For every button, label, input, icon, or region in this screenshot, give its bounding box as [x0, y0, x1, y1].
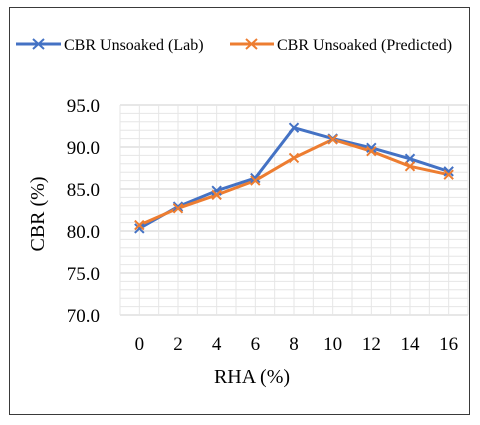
y-tick-label: 80.0 [67, 222, 100, 243]
data-point-marker [134, 223, 145, 234]
y-tick-label: 70.0 [67, 306, 100, 327]
chart-frame [9, 7, 470, 415]
legend-marker-predicted [245, 38, 258, 50]
y-tick-label: 90.0 [67, 138, 100, 159]
data-point-marker [172, 201, 184, 212]
y-tick-label: 75.0 [67, 264, 100, 285]
legend-label-lab: CBR Unsoaked (Lab) [64, 37, 204, 54]
data-point-marker [366, 145, 377, 157]
y-axis-title: CBR (%) [27, 177, 49, 252]
y-tick-label: 95.0 [67, 96, 100, 117]
data-point-marker [404, 153, 416, 164]
data-point-marker [288, 122, 300, 133]
x-tick-label: 6 [251, 334, 261, 355]
data-point-marker [134, 219, 145, 231]
x-tick-label: 2 [173, 334, 183, 355]
data-point-marker [404, 161, 416, 172]
x-tick-label: 4 [212, 334, 222, 355]
data-point-marker [172, 203, 184, 214]
data-point-marker [327, 134, 338, 145]
data-point-marker [443, 166, 454, 177]
gridlines [119, 104, 469, 316]
data-point-marker [288, 152, 300, 164]
legend-item-predicted: CBR Unsoaked (Predicted) [230, 37, 452, 54]
data-point-marker [211, 185, 222, 196]
x-axis-title: RHA (%) [214, 366, 290, 388]
x-tick-label: 16 [439, 334, 458, 355]
legend-marker-lab [32, 38, 45, 50]
x-axis-ticks: 0 2 4 6 8 10 12 14 16 [135, 334, 459, 355]
legend: CBR Unsoaked (Lab) CBR Unsoaked (Predict… [16, 37, 452, 54]
y-axis-ticks: 70.0 75.0 80.0 85.0 90.0 95.0 [67, 96, 100, 327]
series-lines [134, 122, 454, 234]
legend-item-lab: CBR Unsoaked (Lab) [16, 37, 204, 54]
y-tick-label: 85.0 [67, 180, 100, 201]
data-point-marker [250, 175, 261, 186]
data-point-marker [366, 142, 377, 154]
x-tick-label: 12 [362, 334, 381, 355]
x-tick-label: 14 [401, 334, 421, 355]
x-tick-label: 0 [135, 334, 145, 355]
x-tick-label: 10 [323, 334, 342, 355]
data-point-marker [211, 189, 222, 201]
data-point-marker [443, 169, 454, 180]
legend-label-predicted: CBR Unsoaked (Predicted) [277, 37, 452, 54]
data-point-marker [250, 172, 261, 184]
x-tick-label: 8 [289, 334, 299, 355]
